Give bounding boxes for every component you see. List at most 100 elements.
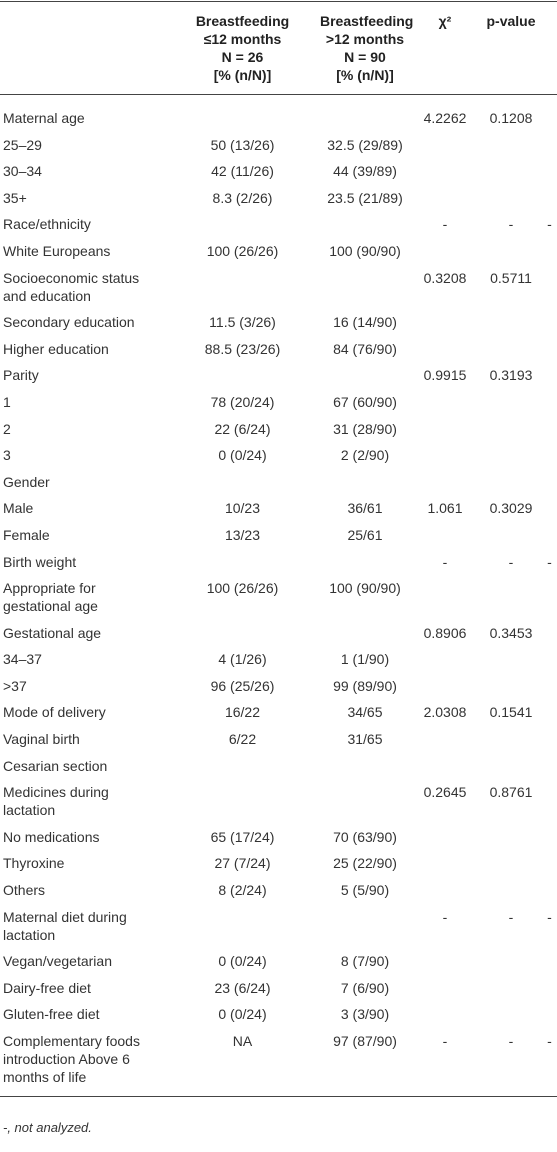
row-label: Mode of delivery: [0, 699, 165, 726]
cell: 0.3208: [410, 265, 480, 310]
cell-text: 0.9915: [423, 367, 467, 384]
cell: [320, 753, 410, 780]
cell: [480, 575, 542, 620]
cell: 0.2645: [410, 779, 480, 824]
cell-text: 0.2645: [423, 784, 467, 801]
cell: [542, 948, 557, 975]
cell: [410, 824, 480, 851]
cell: 5 (5/90): [320, 877, 410, 904]
cell: [542, 132, 557, 159]
cell-text: Medicines during lactation: [3, 784, 109, 819]
cell: -: [410, 549, 480, 576]
cell: [542, 469, 557, 496]
cell: [410, 673, 480, 700]
cell-text: 25/61: [347, 526, 383, 543]
cell: [480, 646, 542, 673]
cell: 0.1208: [480, 95, 542, 132]
table-row: Mode of delivery 16/22 34/65 2.0308 0.1541: [0, 699, 557, 726]
header-line: [% (n/N)]: [213, 67, 272, 83]
cell-text: 0 (0/24): [218, 1006, 267, 1023]
cell-text: 65 (17/24): [210, 828, 275, 845]
cell: 3 (3/90): [320, 1001, 410, 1028]
cell-text: Gestational age: [3, 624, 102, 641]
table-row: Socioeconomic status and education 0.3208…: [0, 265, 557, 310]
cell: 0.3193: [480, 362, 542, 389]
cell-text: Maternal diet during lactation: [3, 908, 127, 943]
cell: 16 (14/90): [320, 309, 410, 336]
cell-text: Cesarian section: [3, 757, 108, 774]
cell-text: Secondary education: [3, 314, 135, 331]
cell-text: Maternal age: [3, 110, 85, 126]
cell: -: [542, 211, 557, 238]
cell-text: 42 (11/26): [211, 163, 274, 180]
cell-text: 0.3029: [489, 500, 533, 517]
cell-text: Others: [3, 882, 46, 899]
row-label: Medicines during lactation: [0, 779, 165, 824]
row-label: 34–37: [0, 646, 165, 673]
header-line: χ²: [438, 13, 452, 29]
table-row: Appropriate for gestational age 100 (26/2…: [0, 575, 557, 620]
cell: 13/23: [165, 522, 320, 549]
cell-text: 25 (22/90): [333, 855, 397, 872]
cell: [480, 416, 542, 443]
cell: [542, 779, 557, 824]
cell-text: 11.5 (3/26): [209, 314, 276, 331]
header-cell: [542, 2, 557, 95]
cell: 65 (17/24): [165, 824, 320, 851]
row-label: Cesarian section: [0, 753, 165, 780]
cell-text: -: [547, 1033, 552, 1049]
row-label: 35+: [0, 185, 165, 212]
cell-text: 0.1541: [489, 704, 533, 721]
cell-text: 1.061: [427, 500, 463, 517]
row-label: Male: [0, 495, 165, 522]
cell-text: 0.8761: [489, 784, 533, 801]
cell-text: 44 (39/89): [333, 163, 397, 180]
cell: 8 (7/90): [320, 948, 410, 975]
cell-text: 0.3453: [489, 624, 533, 641]
cell: [542, 699, 557, 726]
cell: [165, 620, 320, 647]
cell-text: -: [508, 216, 514, 233]
cell: 2.0308: [410, 699, 480, 726]
cell-text: 6/22: [228, 731, 257, 748]
cell: [410, 850, 480, 877]
cell-text: 100 (26/26): [206, 580, 279, 597]
cell: [410, 469, 480, 496]
cell-text: 96 (25/26): [210, 677, 275, 694]
cell: [542, 522, 557, 549]
cell-text: -: [442, 216, 448, 233]
cell: 42 (11/26): [165, 158, 320, 185]
cell: [165, 95, 320, 132]
cell: [480, 753, 542, 780]
cell-text: 8.3 (2/26): [212, 189, 273, 206]
row-label: No medications: [0, 824, 165, 851]
cell: 8.3 (2/26): [165, 185, 320, 212]
cell: -: [480, 904, 542, 949]
row-label: Gluten-free diet: [0, 1001, 165, 1028]
header-line: >12 months: [325, 31, 405, 47]
cell-text: 1: [3, 393, 11, 410]
cell: [320, 265, 410, 310]
cell: [410, 877, 480, 904]
row-label: Female: [0, 522, 165, 549]
cell: [480, 522, 542, 549]
cell-text: 5 (5/90): [340, 882, 390, 899]
cell: [410, 158, 480, 185]
header-line: [% (n/N)]: [336, 67, 394, 83]
cell: 0.1541: [480, 699, 542, 726]
cell: 23 (6/24): [165, 975, 320, 1002]
cell-text: 0.3208: [423, 269, 467, 286]
cell: [542, 362, 557, 389]
cell: 100 (26/26): [165, 238, 320, 265]
cell: [542, 850, 557, 877]
header-cell: p-value: [480, 2, 542, 95]
cell-text: Gender: [3, 473, 50, 490]
cell-text: 67 (60/90): [333, 393, 397, 410]
row-label: 25–29: [0, 132, 165, 159]
cell: 84 (76/90): [320, 336, 410, 363]
cell-text: 100 (90/90): [329, 242, 401, 259]
header-line: ≤12 months: [203, 31, 282, 47]
cell: [542, 646, 557, 673]
cell: [320, 779, 410, 824]
cell: 0 (0/24): [165, 442, 320, 469]
